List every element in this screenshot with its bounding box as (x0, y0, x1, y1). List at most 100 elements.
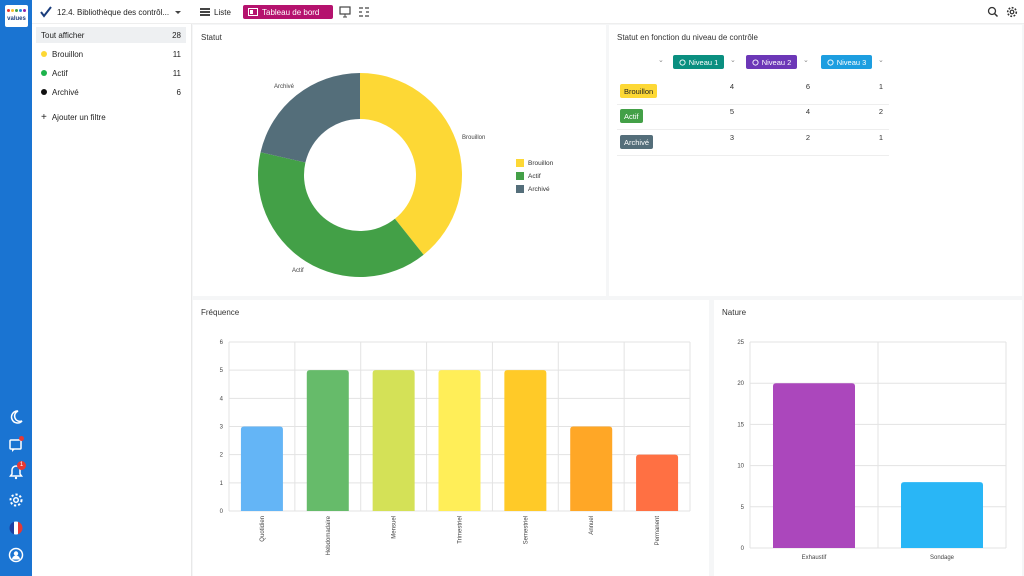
donut-slice[interactable] (260, 72, 360, 163)
count-cell: 4 (729, 82, 734, 91)
bar[interactable] (438, 370, 481, 511)
x-tick-label: Permanent (655, 516, 661, 546)
row-divider (617, 129, 889, 130)
bar[interactable] (773, 383, 855, 548)
count-cell: 6 (805, 82, 810, 91)
filter-item-label: Brouillon (52, 49, 84, 59)
filter-item-count: 11 (172, 68, 181, 78)
y-tick-label: 3 (220, 425, 224, 431)
app-logo[interactable]: values (5, 5, 28, 27)
legend-label: Archivé (528, 185, 550, 193)
filter-item-label: Archivé (52, 87, 79, 97)
chat-unread-dot (19, 436, 24, 441)
donut-slice[interactable] (258, 152, 424, 278)
legend-item[interactable]: Archivé (516, 185, 550, 193)
level-panel: Statut en fonction du niveau de contrôle (609, 25, 1022, 296)
tab-dashboard-view[interactable]: Tableau de bord (243, 5, 333, 19)
count-cell: 5 (729, 107, 734, 116)
count-cell: 1 (878, 82, 883, 91)
y-tick-label: 1 (220, 481, 224, 487)
level-chevron-icon[interactable]: ⌄ (730, 57, 736, 64)
tab-list-view[interactable]: Liste (200, 5, 231, 19)
nature-bar-chart: 0 5 10 15 20 25 Exhaustif Sondage (737, 340, 1007, 561)
row-header-chevron-icon[interactable]: ⌄ (658, 57, 664, 64)
x-tick-label: Sondage (930, 555, 955, 561)
breadcrumb[interactable]: 12.4. Bibliothèque des contrôl... (40, 6, 182, 18)
level-label: Niveau 2 (761, 57, 792, 67)
bar[interactable] (636, 454, 679, 511)
filter-item[interactable]: Actif 11 (36, 65, 186, 81)
legend-item[interactable]: Actif (516, 172, 541, 180)
count-cell: 3 (729, 133, 734, 142)
caret-down-icon[interactable] (174, 8, 182, 16)
dashboard-icon (248, 8, 258, 16)
logo-text: values (7, 16, 26, 22)
x-tick-label: Trimestriel (458, 516, 464, 544)
y-tick-label: 10 (737, 464, 744, 470)
x-tick-label: Quotidien (260, 516, 266, 542)
bar[interactable] (306, 370, 349, 511)
list-icon (200, 8, 210, 16)
plus-icon: + (41, 111, 47, 123)
french-flag-icon[interactable] (8, 520, 24, 536)
presentation-icon[interactable] (339, 5, 351, 19)
level-column-button[interactable]: Niveau 2 (746, 55, 797, 69)
level-circle-icon (827, 58, 834, 66)
checkmark-icon (40, 6, 52, 18)
search-icon[interactable] (987, 5, 999, 19)
chat-icon[interactable] (8, 437, 24, 453)
donut-slice[interactable] (360, 73, 462, 255)
status-dot-icon (41, 70, 47, 76)
slice-label: Brouillon (462, 135, 485, 141)
level-panel-title: Statut en fonction du niveau de contrôle (617, 33, 758, 42)
y-tick-label: 5 (741, 505, 745, 511)
bar[interactable] (901, 482, 983, 548)
filter-item[interactable]: Brouillon 11 (36, 46, 186, 62)
settings-icon[interactable] (1006, 5, 1018, 19)
nature-panel-title: Nature (722, 308, 747, 317)
row-divider (617, 155, 889, 156)
bar[interactable] (372, 370, 415, 511)
level-label: Niveau 3 (836, 57, 867, 67)
filter-item-label: Actif (52, 68, 68, 78)
x-tick-label: Annuel (589, 516, 595, 535)
filter-item[interactable]: Archivé 6 (36, 84, 186, 100)
flow-view-icon[interactable] (358, 5, 370, 19)
x-tick-label: Semestriel (523, 516, 529, 544)
filter-item[interactable]: Tout afficher 28 (36, 27, 186, 43)
bar[interactable] (240, 426, 283, 512)
x-tick-label: Mensuel (392, 516, 398, 539)
y-tick-label: 20 (737, 381, 744, 387)
status-tag: Actif (620, 109, 643, 123)
filter-item-label: Tout afficher (41, 30, 85, 40)
legend-swatch (516, 172, 524, 180)
level-chevron-icon[interactable]: ⌄ (878, 57, 884, 64)
level-circle-icon (679, 58, 686, 66)
sidebar-header (32, 0, 192, 24)
bar[interactable] (504, 370, 547, 511)
status-dot-icon (41, 89, 47, 95)
status-panel-title: Statut (201, 33, 222, 42)
y-tick-label: 25 (737, 340, 744, 346)
status-dot-icon (41, 51, 47, 57)
level-column-button[interactable]: Niveau 3 (821, 55, 872, 69)
level-label: Niveau 1 (688, 57, 719, 67)
moon-icon[interactable] (8, 409, 24, 425)
slice-label: Actif (292, 268, 304, 274)
settings-gear-icon[interactable] (8, 492, 24, 508)
user-account-icon[interactable] (8, 547, 24, 563)
add-filter-button[interactable]: + Ajouter un filtre (36, 109, 186, 125)
tab-list-label: Liste (214, 7, 231, 17)
y-tick-label: 6 (220, 340, 224, 346)
legend-item[interactable]: Brouillon (516, 159, 553, 167)
bar[interactable] (570, 426, 613, 512)
y-tick-label: 5 (220, 368, 224, 374)
status-tag: Archivé (620, 135, 654, 149)
level-chevron-icon[interactable]: ⌄ (803, 57, 809, 64)
legend-label: Actif (528, 172, 541, 180)
filter-item-count: 11 (172, 49, 181, 59)
level-column-button[interactable]: Niveau 1 (673, 55, 724, 69)
count-cell: 2 (878, 107, 883, 116)
count-cell: 4 (805, 107, 810, 116)
filter-sidebar (32, 0, 192, 576)
